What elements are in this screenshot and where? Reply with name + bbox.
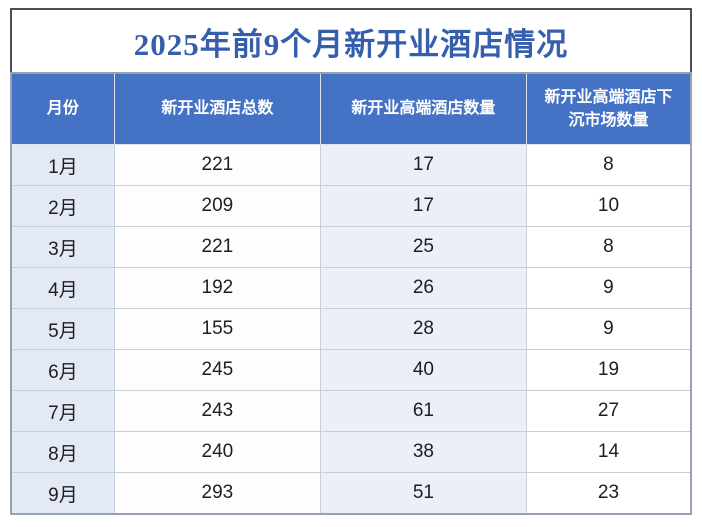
cell-highend: 40 [319,349,527,391]
table-row: 1月 221 17 8 [10,144,692,186]
cell-highend: 17 [319,185,527,227]
cell-month: 4月 [10,267,115,309]
cell-total: 243 [113,390,321,432]
page-title: 2025年前9个月新开业酒店情况 [133,26,569,62]
hotel-openings-table: 月份 新开业酒店总数 新开业高端酒店数量 新开业高端酒店下沉市场数量 1月 22… [10,72,692,515]
table-row: 8月 240 38 14 [10,431,692,473]
table-row: 4月 192 26 9 [10,267,692,309]
cell-total: 155 [113,308,321,350]
cell-total: 293 [113,472,321,515]
table-row: 5月 155 28 9 [10,308,692,350]
cell-highend: 51 [319,472,527,515]
cell-sinking-market: 8 [525,144,692,186]
cell-month: 2月 [10,185,115,227]
cell-highend: 26 [319,267,527,309]
cell-total: 240 [113,431,321,473]
infographic-canvas: 2025年前9个月新开业酒店情况 月份 新开业酒店总数 新开业高端酒店数量 新开… [10,8,692,515]
cell-sinking-market: 9 [525,308,692,350]
header-cell-sinking-market: 新开业高端酒店下沉市场数量 [525,72,692,145]
cell-sinking-market: 10 [525,185,692,227]
cell-highend: 38 [319,431,527,473]
header-cell-highend: 新开业高端酒店数量 [319,72,527,145]
header-row: 月份 新开业酒店总数 新开业高端酒店数量 新开业高端酒店下沉市场数量 [10,72,692,145]
table-row: 3月 221 25 8 [10,226,692,268]
table-row: 9月 293 51 23 [10,472,692,515]
cell-total: 192 [113,267,321,309]
cell-total: 221 [113,144,321,186]
header-cell-month: 月份 [10,72,115,145]
cell-sinking-market: 27 [525,390,692,432]
header-cell-total: 新开业酒店总数 [113,72,321,145]
cell-month: 9月 [10,472,115,515]
cell-sinking-market: 19 [525,349,692,391]
cell-highend: 17 [319,144,527,186]
cell-sinking-market: 9 [525,267,692,309]
table-row: 2月 209 17 10 [10,185,692,227]
cell-total: 221 [113,226,321,268]
cell-sinking-market: 14 [525,431,692,473]
cell-highend: 25 [319,226,527,268]
cell-month: 6月 [10,349,115,391]
cell-month: 1月 [10,144,115,186]
cell-total: 209 [113,185,321,227]
cell-sinking-market: 23 [525,472,692,515]
cell-sinking-market: 8 [525,226,692,268]
cell-month: 8月 [10,431,115,473]
cell-total: 245 [113,349,321,391]
table-row: 6月 245 40 19 [10,349,692,391]
cell-month: 3月 [10,226,115,268]
table-row: 7月 243 61 27 [10,390,692,432]
cell-highend: 28 [319,308,527,350]
cell-month: 7月 [10,390,115,432]
cell-month: 5月 [10,308,115,350]
title-box: 2025年前9个月新开业酒店情况 [10,8,692,72]
cell-highend: 61 [319,390,527,432]
